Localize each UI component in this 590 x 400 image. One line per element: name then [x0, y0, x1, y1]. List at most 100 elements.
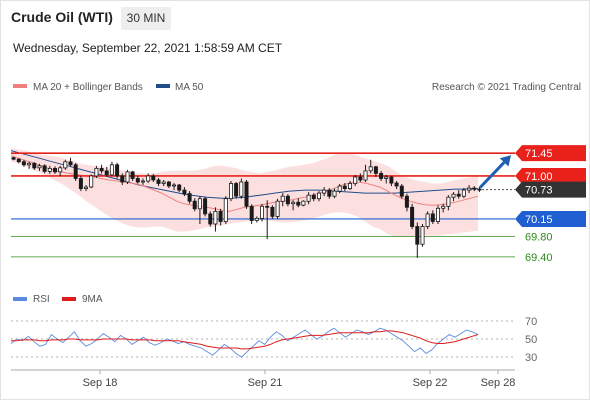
candle-body: [21, 161, 26, 166]
candle-body: [73, 164, 78, 179]
candle-body: [213, 210, 218, 225]
rsi-ma-legend-swatch: [62, 297, 76, 301]
candle-body: [125, 171, 130, 183]
level-tag-71-45: [515, 145, 586, 162]
candle-body: [296, 201, 301, 206]
candle-body: [441, 205, 446, 209]
candle-body: [265, 205, 270, 208]
x-tick-label: Sep 22: [413, 377, 448, 389]
rsi-line: [10, 327, 479, 358]
candle-body: [415, 226, 420, 245]
candle-body: [182, 189, 187, 195]
level-tag-label-70-15: 70.15: [525, 214, 553, 226]
candle-body: [425, 213, 430, 227]
level-label-69-80: 69.80: [525, 232, 553, 244]
candle-body: [192, 200, 197, 210]
candle-body: [291, 201, 296, 205]
candle-body: [115, 164, 120, 177]
candle-body: [368, 166, 373, 172]
rsi-panel: 70 50 30: [10, 316, 537, 364]
candle-body: [373, 166, 378, 174]
candle-body: [84, 186, 89, 190]
candle-body: [223, 198, 228, 222]
candle-body: [353, 176, 358, 184]
candle-body: [109, 164, 114, 176]
candle-body: [379, 172, 384, 179]
rsi-tick-50: 50: [525, 334, 537, 346]
level-tag-label-70-73: 70.73: [525, 185, 553, 197]
candle-body: [285, 195, 290, 205]
instrument-title: Crude Oil (WTI): [11, 9, 113, 25]
level-tag-label-71-00: 71.00: [525, 171, 553, 183]
rsi-ma-line: [11, 330, 479, 350]
rsi-legend: RSI 9MA: [13, 294, 103, 305]
candle-body: [130, 171, 135, 179]
candle-body: [259, 205, 264, 219]
candle-body: [254, 217, 259, 221]
candle-body: [94, 167, 99, 177]
level-tag-70-15: [515, 210, 586, 227]
projection-arrow: [478, 155, 511, 189]
candlesticks: [11, 156, 482, 258]
candle-body: [316, 192, 321, 200]
x-tick-label: Sep 18: [83, 377, 118, 389]
candle-body: [63, 161, 68, 169]
level-label-69-40: 69.40: [525, 252, 553, 264]
level-tag-70-73: [515, 181, 586, 198]
timeframe-badge[interactable]: 30 MIN: [121, 7, 171, 30]
candle-body: [208, 213, 213, 225]
rsi-tick-30: 30: [525, 352, 537, 364]
credit-label: Research © 2021 Trading Central: [432, 82, 581, 93]
candle-body: [399, 185, 404, 197]
rsi-tick-70: 70: [525, 316, 537, 328]
candle-body: [363, 170, 368, 181]
candle-body: [27, 162, 32, 166]
candle-body: [435, 207, 440, 222]
candle-body: [410, 206, 415, 227]
candle-body: [78, 178, 83, 190]
candle-body: [347, 183, 352, 189]
candle-body: [249, 205, 254, 221]
candle-body: [120, 175, 125, 183]
candle-body: [467, 187, 472, 191]
candle-body: [32, 162, 37, 169]
candle-body: [89, 175, 94, 188]
candle-body: [218, 210, 223, 222]
candle-body: [327, 189, 332, 197]
candle-body: [451, 193, 456, 198]
chart-datetime: Wednesday, September 22, 2021 1:58:59 AM…: [13, 41, 283, 55]
candle-body: [146, 175, 151, 182]
candle-body: [239, 181, 244, 197]
candle-body: [342, 185, 347, 190]
candle-body: [477, 188, 482, 191]
candle-body: [68, 161, 73, 166]
candle-body: [472, 187, 477, 190]
candle-body: [104, 170, 109, 176]
candle-body: [161, 181, 166, 184]
candle-body: [446, 196, 451, 207]
candle-body: [337, 185, 342, 192]
candle-body: [140, 180, 145, 183]
ma50-legend-swatch: [156, 84, 170, 88]
candle-body: [177, 184, 182, 191]
candle-body: [322, 189, 327, 194]
candle-body: [58, 167, 63, 173]
level-tag-label-71-45: 71.45: [525, 148, 553, 160]
candle-body: [16, 158, 21, 163]
candle-body: [156, 179, 161, 184]
x-axis: Sep 18 Sep 21 Sep 22 Sep 28: [11, 369, 515, 389]
candle-body: [234, 183, 239, 197]
candle-body: [171, 184, 176, 187]
projection-arrow-shaft: [478, 161, 506, 189]
ma50-legend-label: MA 50: [175, 82, 204, 93]
candle-body: [135, 178, 140, 183]
rsi-ma-legend-label: 9MA: [82, 294, 103, 305]
candle-body: [228, 183, 233, 200]
rsi-legend-swatch: [13, 297, 27, 301]
candle-body: [301, 200, 306, 206]
candle-body: [53, 167, 58, 173]
candle-body: [11, 157, 16, 160]
candle-body: [332, 190, 337, 197]
candle-body: [244, 181, 249, 207]
